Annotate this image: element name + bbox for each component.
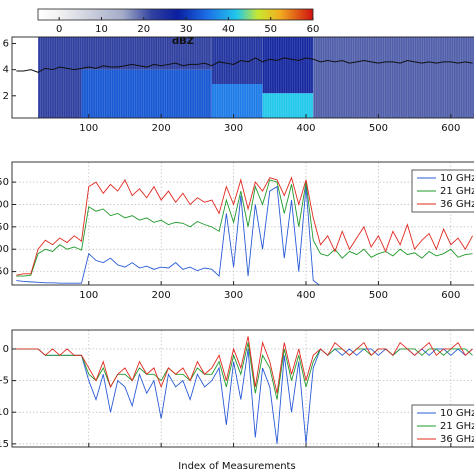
colorbar-tick-label: 60	[307, 24, 320, 35]
x-tick-label: 400	[296, 123, 315, 134]
series-line	[16, 179, 473, 277]
colorbar-label: dBZ	[172, 36, 194, 47]
y-tick-label: 100	[0, 244, 9, 255]
colorbar-tick-label: 0	[56, 24, 62, 35]
reflectivity-cell	[38, 37, 82, 118]
y-tick-label: 150	[0, 222, 9, 233]
colorbar	[37, 8, 314, 21]
colorbar-tick-label: 50	[264, 24, 277, 35]
x-tick-label: 500	[369, 123, 388, 134]
y-tick-label: 4	[3, 65, 9, 76]
reflectivity-cell	[262, 93, 314, 118]
y-tick-label: 50	[0, 267, 9, 278]
series-line	[16, 342, 473, 400]
y-tick-label: -15	[0, 439, 9, 450]
reflectivity-cell	[313, 37, 474, 118]
plot-area	[12, 330, 474, 447]
x-tick-label: 200	[152, 123, 171, 134]
y-tick-label: -10	[0, 407, 9, 418]
colorbar-tick-label: 40	[222, 24, 235, 35]
y-tick-label: -5	[0, 376, 9, 387]
plot-area	[16, 37, 474, 118]
x-tick-label: 600	[441, 123, 460, 134]
x-tick-label: 300	[224, 290, 243, 301]
axes-frame	[11, 161, 474, 286]
x-tick-label: 100	[79, 290, 98, 301]
legend-label: 10 GHz	[440, 408, 474, 419]
y-tick-label: 250	[0, 177, 9, 188]
series-line	[16, 336, 473, 394]
x-tick-label: 500	[369, 290, 388, 301]
x-tick-label: 300	[224, 123, 243, 134]
legend-label: 21 GHz	[440, 421, 474, 432]
x-axis-label: Index of Measurements	[178, 461, 295, 472]
series-line	[16, 176, 473, 276]
axes-frame	[11, 329, 474, 448]
legend-label: 36 GHz	[440, 434, 474, 445]
reflectivity-cell	[81, 69, 212, 118]
reflectivity-cell	[262, 37, 314, 94]
colorbar-tick-label: 20	[137, 24, 150, 35]
y-tick-label: 200	[0, 199, 9, 210]
x-tick-label: 100	[79, 123, 98, 134]
reflectivity-cell	[211, 84, 263, 118]
colorbar-tick-label: 30	[180, 24, 193, 35]
profile-line	[16, 57, 473, 73]
colorbar-tick-label: 10	[95, 24, 108, 35]
y-tick-label: 6	[3, 39, 9, 50]
x-tick-label: 600	[441, 290, 460, 301]
reflectivity-cell	[211, 37, 263, 85]
y-tick-label: 0	[3, 344, 9, 355]
legend-label: 36 GHz	[440, 199, 474, 210]
x-tick-label: 200	[152, 290, 171, 301]
series-line	[16, 185, 321, 285]
legend-label: 10 GHz	[440, 173, 474, 184]
legend-label: 21 GHz	[440, 186, 474, 197]
y-tick-label: 2	[3, 91, 9, 102]
x-tick-label: 400	[296, 290, 315, 301]
axes-frame	[11, 36, 474, 119]
plot-area	[12, 162, 474, 285]
